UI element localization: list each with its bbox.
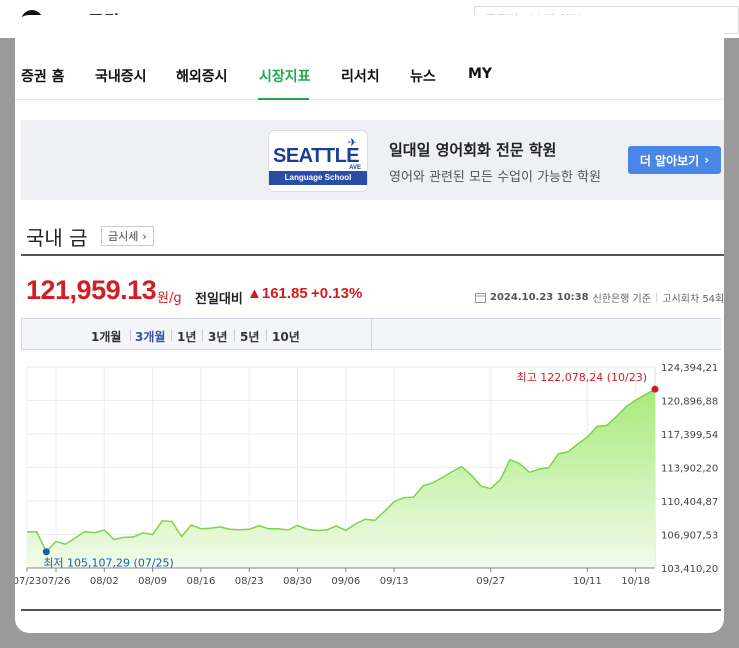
quote-meta: 2024.10.23 10:38 신한은행 기준 | 고시회차 54회 [475,290,724,305]
plane-icon: ✈ [347,136,357,149]
price-area [27,389,655,568]
quote-notice: 고시회차 54회 [662,294,724,305]
period-bar-right [371,319,721,349]
nav-item-domestic[interactable]: 국내증시 [95,69,147,85]
period-3m[interactable]: 3개월 [135,330,166,344]
calendar-icon [475,293,486,303]
period-selector: 1개월 3개월 1년 3년 5년 10년 [21,318,721,350]
low-point[interactable] [42,548,50,556]
period-10y[interactable]: 10년 [272,330,300,344]
nav-item-my[interactable]: MY [468,66,493,82]
nav-item-market-indicators[interactable]: 시장지표 [259,69,311,85]
x-tick-label: 08/23 [235,576,264,587]
nav-item-research[interactable]: 리서치 [341,69,380,85]
chevron-right-icon: › [704,153,710,167]
y-tick-label: 117,399,54 [661,430,718,441]
high-point[interactable] [651,385,659,393]
high-label: 최고 122,078,24 (10/23) [517,371,648,384]
bottom-divider [21,609,721,611]
main-nav: 증권 홈 국내증시 해외증시 시장지표 리서치 뉴스 MY [15,52,724,100]
x-tick-label: 10/11 [573,576,602,587]
gold-tax-button[interactable]: 금시세 › [101,226,154,246]
price-line [26,388,656,554]
ad-logo-tag: AVE [349,165,361,171]
main-card: 증권 홈 국내증시 해외증시 시장지표 리서치 뉴스 MY ✈ SEATTLE … [15,15,724,633]
period-1m[interactable]: 1개월 [91,330,122,344]
change-amount: 161.85 [261,285,308,302]
y-tick-label: 124,394,21 [661,363,718,374]
period-separator [130,329,131,341]
period-separator [266,329,267,341]
y-tick-label: 103,410,20 [661,564,718,575]
x-tick-label: 08/30 [283,576,312,587]
ad-logo-sub: Language School [269,171,367,185]
low-label: 최저 105,107,29 (07/25) [43,557,174,570]
y-tick-label: 110,404,87 [661,497,718,508]
active-tab-underline [258,98,309,100]
y-tick-label: 113,902,20 [661,464,718,475]
gold-price-chart[interactable]: 124,394,21 120,896,88 117,399,54 113,902,20… [15,355,724,607]
learn-more-label: 더 알아보기 [639,153,700,168]
current-price: 121,959.13 [26,275,157,305]
quote-datetime: 2024.10.23 10:38 [490,292,589,303]
meta-separator: | [654,292,659,303]
change-value: ▲161.85 [247,285,308,302]
x-tick-label: 07/26 [42,576,71,587]
up-arrow-icon: ▲ [247,285,262,302]
gold-tax-label: 금시세 [108,230,139,243]
ad-title[interactable]: 일대일 영어회화 전문 학원 [389,141,557,159]
ad-desc: 영어와 관련된 모든 수업이 가능한 학원 [389,170,602,185]
learn-more-button[interactable]: 더 알아보기 › [628,146,721,174]
period-separator [202,329,203,341]
nav-item-overseas[interactable]: 해외증시 [176,69,228,85]
ad-banner[interactable]: ✈ SEATTLE AVE Language School 일대일 영어회화 전… [21,120,724,200]
x-tick-label: 08/16 [186,576,215,587]
x-tick-label: 09/27 [476,576,505,587]
x-tick-label: 09/06 [331,576,360,587]
x-tick-label: 07/23 [15,576,41,587]
nav-item-stock-home[interactable]: 증권 홈 [21,69,65,85]
x-tick-label: 09/13 [380,576,409,587]
chevron-right-icon: › [142,229,147,243]
section-divider [21,254,724,256]
page-title: 국내 금 [26,226,88,250]
price-unit: 원/g [157,291,182,306]
period-3y[interactable]: 3년 [208,330,228,344]
period-separator [234,329,235,341]
y-tick-label: 106,907,53 [661,531,718,542]
quote-source: 신한은행 기준 [592,294,651,305]
x-tick-label: 08/02 [90,576,119,587]
period-1y[interactable]: 1년 [177,330,197,344]
period-separator [171,329,172,341]
nav-item-news[interactable]: 뉴스 [410,69,436,85]
ad-logo: ✈ SEATTLE AVE Language School [268,130,368,192]
compare-label: 전일대비 [195,292,243,307]
x-tick-label: 08/09 [138,576,167,587]
y-tick-label: 120,896,88 [661,397,718,408]
change-percent: +0.13% [311,285,363,302]
ad-logo-text: SEATTLE [273,145,360,167]
x-tick-label: 10/18 [621,576,650,587]
period-5y[interactable]: 5년 [240,330,260,344]
